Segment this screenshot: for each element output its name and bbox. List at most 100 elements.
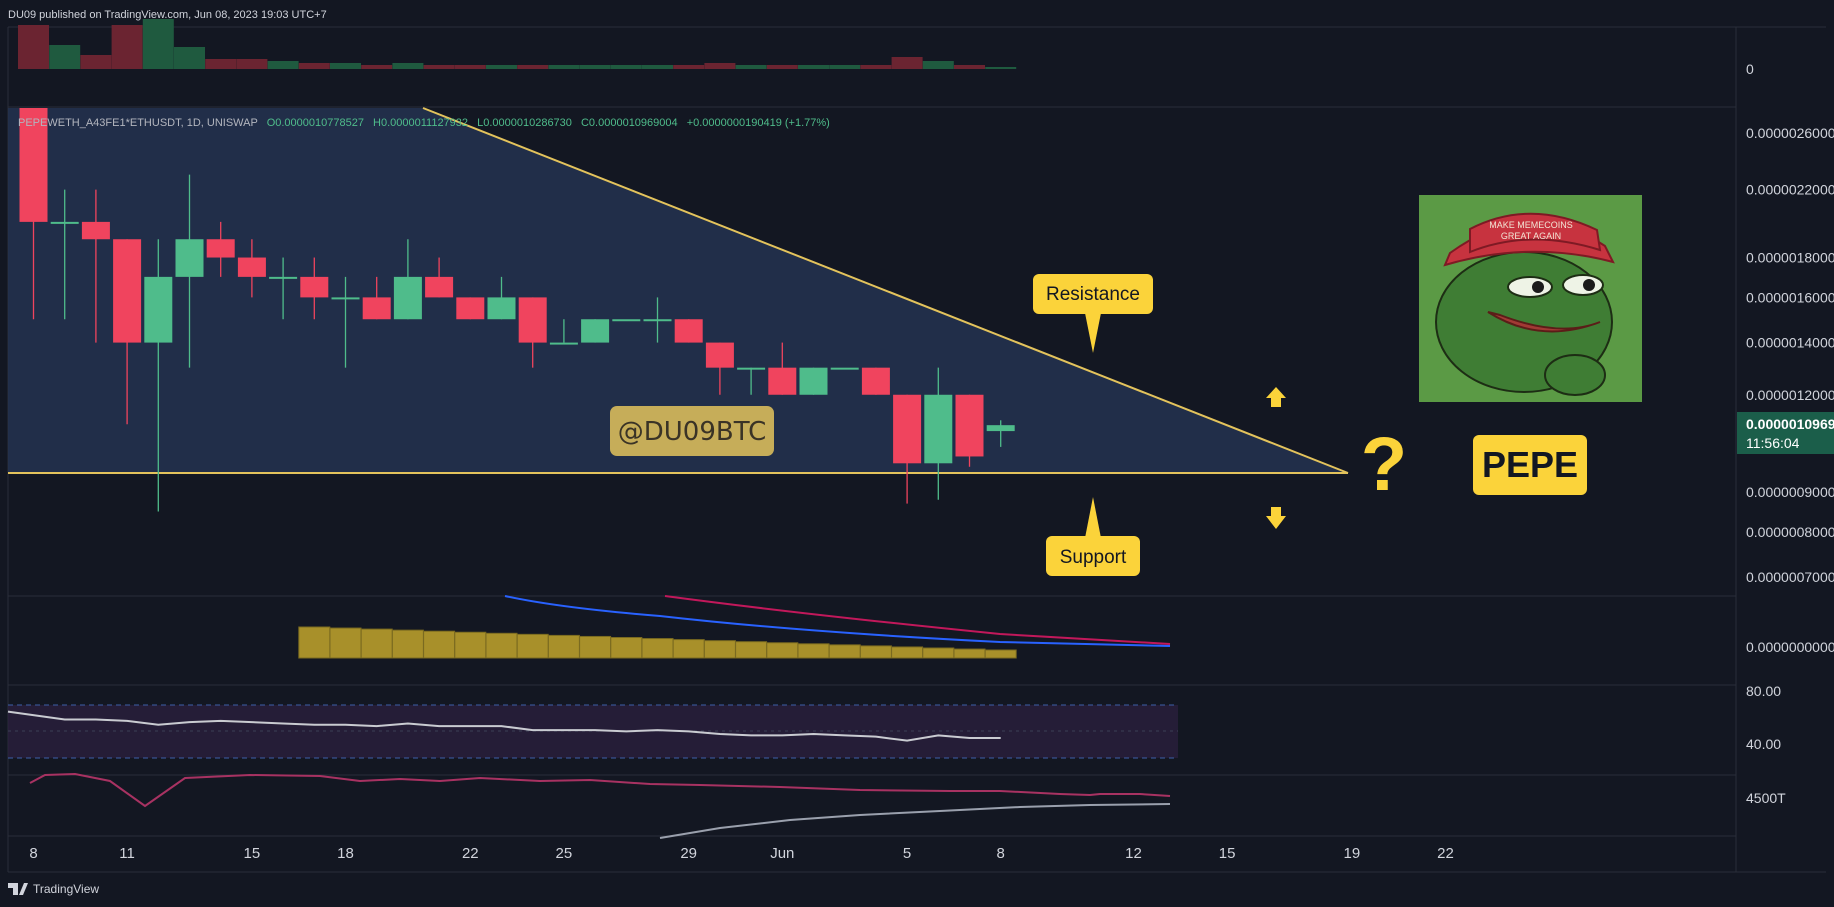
volume-bar — [673, 65, 705, 69]
time-tick: 5 — [903, 845, 911, 862]
descending-triangle — [8, 108, 1348, 473]
histogram-bar — [797, 643, 830, 659]
candle — [144, 239, 173, 512]
candle — [581, 319, 610, 343]
price-tick: 0.0000009000 — [1746, 484, 1834, 500]
histogram-bar — [641, 638, 674, 659]
time-tick: 22 — [1437, 845, 1454, 862]
time-tick: 19 — [1344, 845, 1361, 862]
histogram-bar — [329, 627, 362, 659]
arrow-down-icon — [1266, 507, 1286, 529]
volume-bar — [236, 59, 268, 69]
histogram-bar — [298, 626, 331, 659]
open-value: O0.0000010778527 — [267, 117, 364, 129]
candle — [549, 319, 578, 345]
candle — [487, 276, 516, 320]
volume-pane — [18, 19, 1017, 69]
pepe-label: PEPE — [1482, 444, 1578, 485]
candle — [19, 108, 48, 320]
histogram-bar — [922, 647, 955, 659]
hat-line-1: MAKE MEMECOINS — [1489, 220, 1573, 230]
candle — [861, 367, 890, 395]
candle — [799, 367, 828, 395]
footer-brand: TradingView — [33, 882, 99, 896]
candle — [737, 367, 766, 395]
volume-bar — [954, 65, 985, 69]
arrow-up-icon — [1266, 387, 1286, 407]
volume-bar — [205, 59, 237, 69]
volume-bar — [922, 61, 954, 69]
volume-bar — [548, 65, 580, 69]
volume-bar — [80, 55, 112, 69]
time-tick: 25 — [556, 845, 573, 862]
candle — [674, 319, 703, 343]
time-tick: 15 — [244, 845, 261, 862]
watermark-box — [610, 406, 774, 456]
time-tick: 15 — [1219, 845, 1236, 862]
histogram-bar — [766, 642, 799, 659]
rsi-level-40: 40.00 — [1746, 736, 1781, 752]
volume-bar — [174, 47, 205, 69]
time-tick: 8 — [997, 845, 1005, 862]
low-value: L0.0000010286730 — [477, 117, 572, 129]
resistance-trendline — [422, 107, 1349, 474]
candles — [19, 108, 1015, 512]
symbol-info: PEPEWETH_A43FE1*ETHUSDT, 1D, UNISWAP O0.… — [18, 117, 830, 129]
volume-bar — [891, 57, 923, 69]
price-tick: 0.0000012000 — [1746, 387, 1834, 403]
histogram-bar — [485, 632, 518, 659]
time-tick: 29 — [680, 845, 697, 862]
last-price: 0.0000010969 — [1746, 416, 1834, 432]
volume-bar — [579, 65, 611, 69]
resistance-callout: Resistance — [1033, 274, 1153, 353]
high-value: H0.0000011127932 — [373, 117, 468, 129]
volume-bar — [298, 63, 330, 69]
candle — [81, 189, 110, 343]
volume-bar — [860, 65, 892, 69]
volume-bar — [49, 45, 81, 69]
volume-bar — [704, 63, 736, 69]
histogram-bar — [610, 637, 643, 659]
candle — [362, 276, 391, 320]
candle — [237, 239, 266, 298]
candle — [300, 257, 329, 320]
histogram-bar — [579, 635, 612, 659]
resistance-label: Resistance — [1046, 284, 1140, 305]
volume-bar — [642, 65, 673, 69]
bottom-axis-label: 4500T — [1746, 790, 1786, 806]
price-tick: 0.0000026000 — [1746, 125, 1834, 141]
volume-bar — [454, 65, 486, 69]
histogram-bar — [423, 630, 456, 659]
macd-line — [504, 595, 1171, 647]
bottom-indicator-gray-line — [659, 803, 1171, 839]
candle — [893, 394, 922, 504]
volume-bar — [517, 65, 549, 69]
tradingview-logo-icon — [8, 883, 28, 895]
candle — [643, 297, 672, 343]
time-tick: 11 — [119, 845, 135, 862]
candle — [113, 239, 142, 425]
histogram-bar — [703, 640, 736, 659]
price-tick: 0.0000022000 — [1746, 182, 1834, 198]
symbol-name: PEPEWETH_A43FE1*ETHUSDT, 1D, UNISWAP — [18, 117, 258, 129]
countdown: 11:56:04 — [1746, 435, 1800, 451]
volume-bar — [111, 25, 143, 69]
published-header: DU09 published on TradingView.com, Jun 0… — [8, 9, 327, 21]
time-tick: 22 — [462, 845, 479, 862]
volume-bar — [829, 65, 861, 69]
candle — [518, 297, 547, 368]
pepe-label-box — [1473, 435, 1587, 495]
candle — [612, 319, 641, 322]
volume-bar — [18, 25, 49, 69]
candle — [955, 394, 984, 467]
close-value: C0.0000010969004 — [581, 117, 678, 129]
histogram-bar — [953, 648, 986, 659]
price-tick: 0.0000007000 — [1746, 569, 1834, 585]
indicator-pane — [298, 595, 1171, 659]
volume-bar — [798, 65, 829, 69]
histogram-bar — [454, 631, 487, 659]
price-tick: 0.0000016000 — [1746, 289, 1834, 305]
candle — [768, 342, 797, 395]
volume-bar — [735, 65, 767, 69]
histogram-bar — [891, 646, 924, 659]
